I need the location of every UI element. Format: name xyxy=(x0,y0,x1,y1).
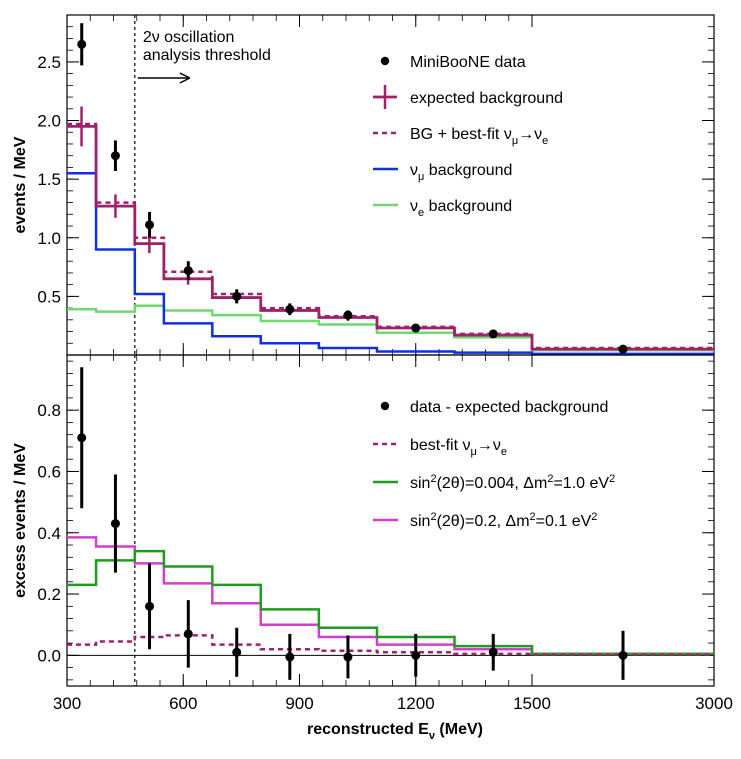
series-2-line xyxy=(67,536,714,656)
series-1-line xyxy=(67,549,714,656)
x-axis-label: reconstructed Eν (MeV) xyxy=(307,721,483,742)
y-axis-label: events / MeV xyxy=(12,136,29,233)
series-1-line xyxy=(67,172,714,355)
legend-dot xyxy=(380,56,390,66)
x-tick-label: 3000 xyxy=(695,694,733,713)
legend-entry: sin2(2θ)=0.2, Δm2=0.1 eV2 xyxy=(373,511,597,530)
data-point xyxy=(343,652,353,662)
histograms xyxy=(67,536,714,656)
y-tick-label: 1.5 xyxy=(37,170,61,189)
data-point xyxy=(110,151,120,161)
y-tick-label: 0.6 xyxy=(37,462,61,481)
data-point xyxy=(618,650,628,660)
y-axis-label: excess events / MeV xyxy=(12,443,29,598)
data-point xyxy=(618,344,628,354)
data-point xyxy=(411,323,421,333)
data-point xyxy=(488,329,498,339)
x-tick-label: 600 xyxy=(169,694,197,713)
legend-label: sin2(2θ)=0.004, Δm2=1.0 eV2 xyxy=(410,473,615,492)
legend-label: best-fit νμ→νe xyxy=(410,437,507,458)
y-tick-label: 2.5 xyxy=(37,53,61,72)
data-point xyxy=(77,433,87,443)
y-tick-label: 2.0 xyxy=(37,112,61,131)
data-point xyxy=(411,650,421,660)
bottom-panel: 0.0 0.2 0.4 0.6 0.8 excess events / MeV data -… xyxy=(12,354,733,742)
legend-entry: MiniBooNE data xyxy=(380,54,526,71)
legend-entry: νe background xyxy=(373,198,512,219)
y-tick-label: 0.8 xyxy=(37,401,61,420)
legend-label: νμ background xyxy=(410,162,512,183)
y-tick-label: 0.4 xyxy=(37,524,61,543)
data-point xyxy=(285,652,295,662)
series-0-line xyxy=(67,634,714,656)
data-point xyxy=(77,39,87,49)
legend-dot xyxy=(380,401,390,411)
data-point xyxy=(488,647,498,657)
threshold-annotation-line2: analysis threshold xyxy=(143,47,271,64)
y-tick-label: 0.0 xyxy=(37,646,61,665)
top-panel: 0.5 1.0 1.5 2.0 2.5 events / MeV MiniBooNE dat… xyxy=(12,14,715,356)
x-tick-label: 900 xyxy=(285,694,313,713)
legend-entry: best-fit νμ→νe xyxy=(373,437,507,458)
data-point xyxy=(145,220,155,230)
legend-entry: expected background xyxy=(373,85,563,109)
legend-label: data - expected background xyxy=(410,399,608,416)
legend-label: BG + best-fit νμ→νe xyxy=(410,126,548,147)
legend-label: νe background xyxy=(410,198,512,219)
legend-entry: νμ background xyxy=(373,162,512,183)
legend-label: MiniBooNE data xyxy=(410,54,526,71)
threshold-annotation-line1: 2ν oscillation xyxy=(143,29,235,46)
expected-background-line xyxy=(67,124,714,351)
legend-entry: data - expected background xyxy=(380,399,608,416)
histograms xyxy=(67,106,714,355)
x-tick-label: 1500 xyxy=(513,694,551,713)
series-2-line xyxy=(67,304,714,352)
data-point xyxy=(110,519,120,529)
y-tick-label: 0.2 xyxy=(37,585,61,604)
data-point xyxy=(183,266,193,276)
y-tick-label: 1.0 xyxy=(37,229,61,248)
x-tick-label: 1200 xyxy=(397,694,435,713)
data-point xyxy=(232,647,242,657)
data-point xyxy=(232,291,242,301)
data-point xyxy=(285,304,295,314)
legend-entry: sin2(2θ)=0.004, Δm2=1.0 eV2 xyxy=(373,473,615,492)
legend-label: expected background xyxy=(410,90,563,107)
legend-label: sin2(2θ)=0.2, Δm2=0.1 eV2 xyxy=(410,511,597,530)
data-point xyxy=(183,629,193,639)
y-tick-label: 0.5 xyxy=(37,287,61,306)
x-tick-label: 300 xyxy=(53,694,81,713)
data-point xyxy=(145,601,155,611)
data-point xyxy=(343,310,353,320)
threshold-arrowhead xyxy=(179,72,191,84)
legend-entry: BG + best-fit νμ→νe xyxy=(373,126,548,147)
